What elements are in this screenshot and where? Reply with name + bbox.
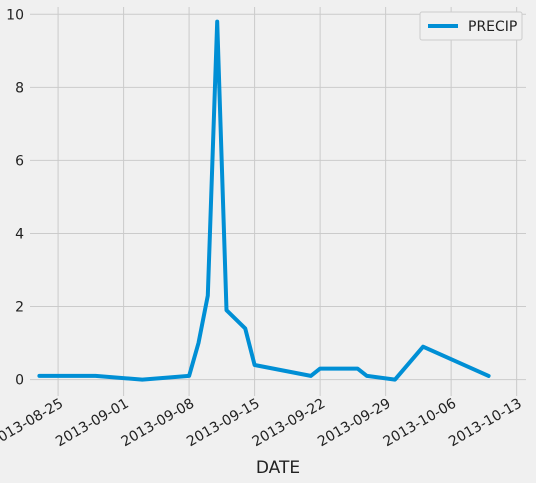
y-tick-label: 6 — [15, 153, 24, 169]
x-tick-label: 2013-09-29 — [315, 396, 393, 451]
series-layer — [37, 19, 491, 382]
x-tick-label: 2013-10-06 — [381, 396, 460, 451]
legend-box — [419, 11, 523, 41]
x-tick-label: 2013-09-22 — [250, 396, 328, 451]
y-tick-label: 0 — [15, 373, 24, 389]
y-tick-label: 10 — [6, 7, 24, 23]
x-tick-labels: 2013-08-252013-09-012013-09-082013-09-15… — [0, 396, 525, 451]
y-tick-label: 8 — [15, 80, 24, 96]
x-tick-label: 2013-10-13 — [446, 396, 524, 451]
plot-background — [30, 7, 526, 396]
series-line-precip — [37, 19, 491, 382]
y-tick-label: 2 — [15, 300, 24, 316]
x-tick-label: 2013-09-01 — [53, 396, 131, 451]
legend-label-precip: PRECIP — [468, 19, 517, 35]
x-axis-label: DATE — [256, 458, 300, 478]
x-tick-label: 2013-09-08 — [119, 396, 197, 451]
y-tick-label: 4 — [15, 226, 24, 242]
grid-lines — [30, 7, 526, 396]
legend: PRECIP — [419, 11, 523, 41]
y-tick-labels: 0 2 4 6 8 10 — [6, 7, 24, 388]
x-tick-label: 2013-09-15 — [184, 396, 262, 451]
